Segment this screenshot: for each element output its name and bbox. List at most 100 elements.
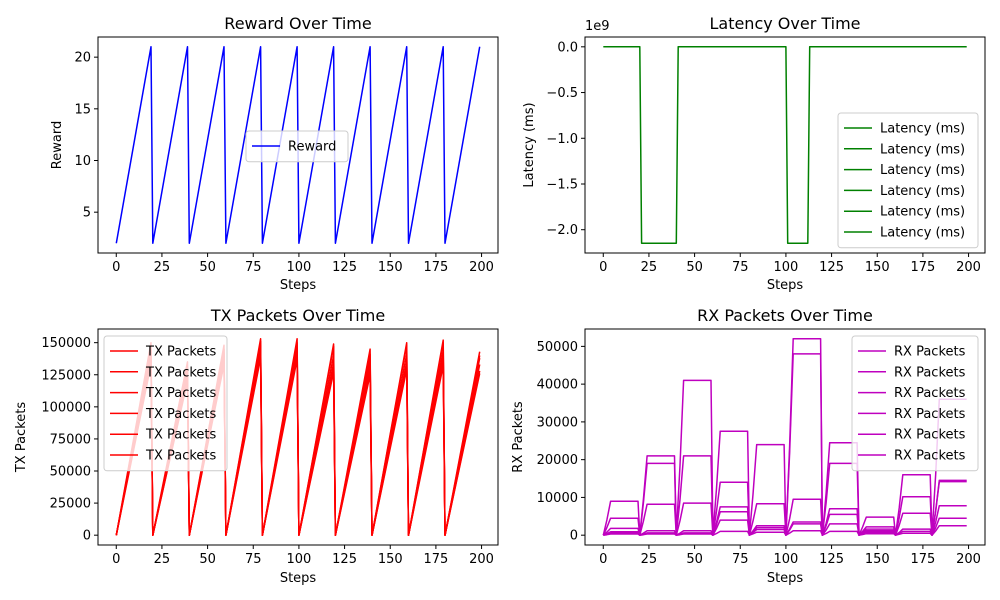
reward-legend-label: Reward — [288, 140, 336, 155]
reward-frame — [97, 36, 499, 254]
tx-legend: TX Packets TX Packets TX Packets TX Packets… — [103, 335, 228, 472]
rx-ytick-label: 10000 — [537, 491, 578, 506]
latency-legend-label: Latency (ms) — [880, 122, 965, 137]
tx-xtick-label: 150 — [378, 552, 403, 567]
tx-xtick-label: 175 — [423, 552, 448, 567]
tx-xtick-label: 75 — [245, 552, 262, 567]
tx-chart: TX Packets Over Time Steps TX Packets — [14, 306, 385, 586]
latency-legend-label: Latency (ms) — [880, 184, 965, 199]
latency-xtick-label: 100 — [773, 260, 798, 275]
latency-legend-label: Latency (ms) — [880, 205, 965, 220]
latency-series-line — [603, 46, 967, 244]
tx-title: TX Packets Over Time — [210, 306, 385, 325]
tx-ytick-label: 125000 — [41, 368, 91, 383]
reward-xtick-label: 175 — [423, 260, 448, 275]
rx-legend-label: RX Packets — [894, 386, 966, 401]
tx-ytick-label: 150000 — [41, 336, 91, 351]
reward-ytick-label: 15 — [74, 102, 91, 117]
rx-legend-label: RX Packets — [894, 407, 966, 422]
tx-legend-box — [103, 335, 228, 472]
rx-ylabel: RX Packets — [511, 401, 526, 473]
latency-ytick-label: 0.0 — [557, 40, 578, 55]
latency-xtick-label: 150 — [865, 260, 890, 275]
rx-xtick-label: 200 — [956, 552, 981, 567]
reward-xtick-label: 200 — [469, 260, 494, 275]
latency-xtick-label: 125 — [819, 260, 844, 275]
tx-xtick-label: 50 — [199, 552, 216, 567]
latency-axis-multiplier: 1e9 — [585, 19, 610, 34]
latency-legend-label: Latency (ms) — [880, 163, 965, 178]
rx-xlabel: Steps — [767, 571, 804, 586]
rx-xtick-label: 0 — [599, 552, 607, 567]
rx-chart: RX Packets Over Time Steps RX Packets — [511, 306, 873, 586]
tx-legend-label: TX Packets — [145, 428, 217, 443]
rx-frame — [584, 328, 986, 546]
reward-ytick-label: 10 — [74, 154, 91, 169]
rx-ytick-label: 40000 — [537, 378, 578, 393]
tx-ytick-label: 25000 — [50, 497, 91, 512]
rx-xtick-label: 175 — [910, 552, 935, 567]
latency-ylabel: Latency (ms) — [522, 102, 537, 187]
tx-xtick-label: 25 — [154, 552, 171, 567]
tx-legend-label: TX Packets — [145, 345, 217, 360]
reward-xtick-label: 75 — [245, 260, 262, 275]
rx-legend: RX Packets RX Packets RX Packets RX Packets… — [851, 335, 979, 472]
latency-xtick-label: 25 — [641, 260, 658, 275]
reward-title: Reward Over Time — [224, 14, 371, 33]
latency-xtick-label: 50 — [686, 260, 703, 275]
reward-legend: Reward — [245, 130, 349, 163]
reward-ytick-label: 20 — [74, 51, 91, 66]
tx-ytick-label: 75000 — [50, 432, 91, 447]
rx-xtick-label: 25 — [641, 552, 658, 567]
rx-legend-label: RX Packets — [894, 345, 966, 360]
rx-xtick-label: 125 — [819, 552, 844, 567]
reward-xtick-label: 50 — [199, 260, 216, 275]
tx-xtick-label: 125 — [332, 552, 357, 567]
tx-axes: 0 25 50 75 100 125 150 175 200 0 25000 50000 75000 10… — [41, 328, 499, 567]
rx-legend-label: RX Packets — [894, 428, 966, 443]
reward-axes: 0 25 50 75 100 125 150 175 200 5 10 15 20 — [74, 36, 499, 275]
latency-xtick-label: 75 — [732, 260, 749, 275]
tx-xtick-label: 100 — [286, 552, 311, 567]
latency-ytick-label: −1.0 — [546, 132, 578, 147]
reward-ytick-label: 5 — [83, 206, 91, 221]
chart-marks: 0 25 50 75 100 125 150 175 200 5 10 15 20 Reward 0 25 50… — [41, 36, 986, 567]
tx-frame — [97, 328, 499, 546]
latency-axes: 0 25 50 75 100 125 150 175 200 0.0 −0.5 −1.0 −1.5 −2.… — [546, 36, 986, 275]
latency-frame — [584, 36, 986, 254]
tx-legend-label: TX Packets — [145, 449, 217, 464]
latency-legend-box — [837, 112, 979, 249]
rx-xtick-label: 100 — [773, 552, 798, 567]
rx-xtick-label: 150 — [865, 552, 890, 567]
tx-legend-label: TX Packets — [145, 365, 217, 380]
rx-ytick-label: 50000 — [537, 340, 578, 355]
reward-xtick-label: 0 — [112, 260, 120, 275]
rx-xtick-label: 50 — [686, 552, 703, 567]
latency-legend: Latency (ms) Latency (ms) Latency (ms) Late… — [837, 112, 979, 249]
latency-xtick-label: 200 — [956, 260, 981, 275]
rx-axes: 0 25 50 75 100 125 150 175 200 0 10000 20000 30000 40… — [537, 328, 986, 567]
tx-ytick-label: 50000 — [50, 465, 91, 480]
rx-ytick-label: 0 — [570, 529, 578, 544]
tx-ylabel: TX Packets — [14, 402, 29, 474]
latency-legend-label: Latency (ms) — [880, 142, 965, 157]
rx-xtick-label: 75 — [732, 552, 749, 567]
latency-ytick-label: −0.5 — [546, 86, 578, 101]
rx-legend-label: RX Packets — [894, 365, 966, 380]
latency-xtick-label: 175 — [910, 260, 935, 275]
rx-series-line — [602, 338, 967, 536]
tx-xtick-label: 200 — [469, 552, 494, 567]
latency-ytick-label: −2.0 — [546, 223, 578, 238]
tx-xtick-label: 0 — [112, 552, 120, 567]
rx-ytick-label: 20000 — [537, 453, 578, 468]
rx-legend-label: RX Packets — [894, 449, 966, 464]
reward-xlabel: Steps — [280, 278, 317, 293]
reward-xtick-label: 100 — [286, 260, 311, 275]
tx-ytick-label: 100000 — [41, 400, 91, 415]
tx-xlabel: Steps — [280, 571, 317, 586]
latency-legend-label: Latency (ms) — [880, 226, 965, 241]
latency-ytick-label: −1.5 — [546, 177, 578, 192]
tx-ytick-label: 0 — [83, 529, 91, 544]
